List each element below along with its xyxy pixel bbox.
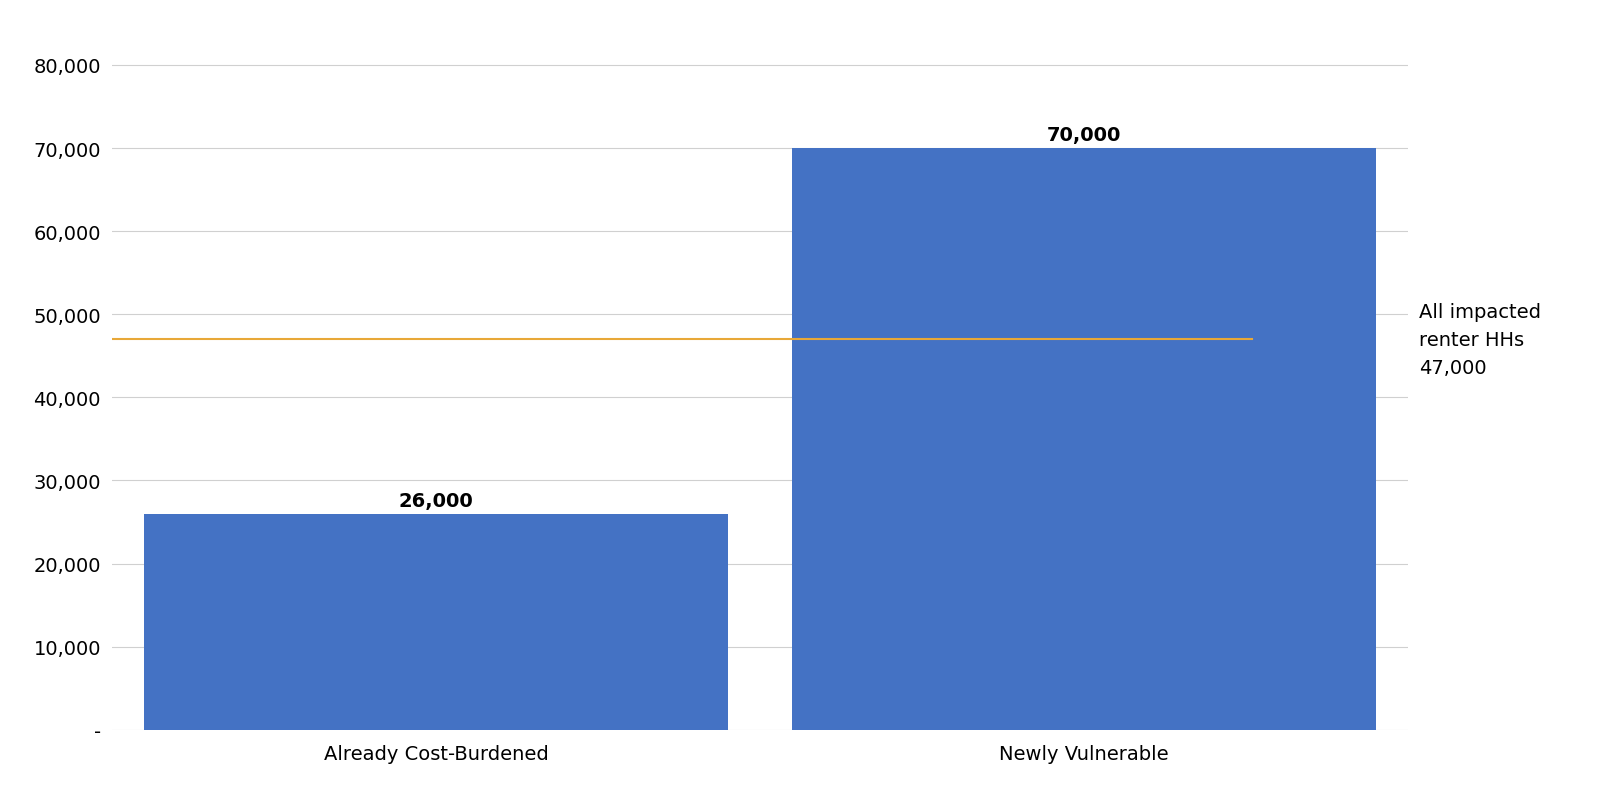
Text: 26,000: 26,000 xyxy=(398,491,474,510)
Bar xyxy=(144,514,728,730)
Text: All impacted
renter HHs
47,000: All impacted renter HHs 47,000 xyxy=(1419,303,1541,377)
Text: 70,000: 70,000 xyxy=(1046,126,1122,144)
Bar xyxy=(792,149,1376,730)
